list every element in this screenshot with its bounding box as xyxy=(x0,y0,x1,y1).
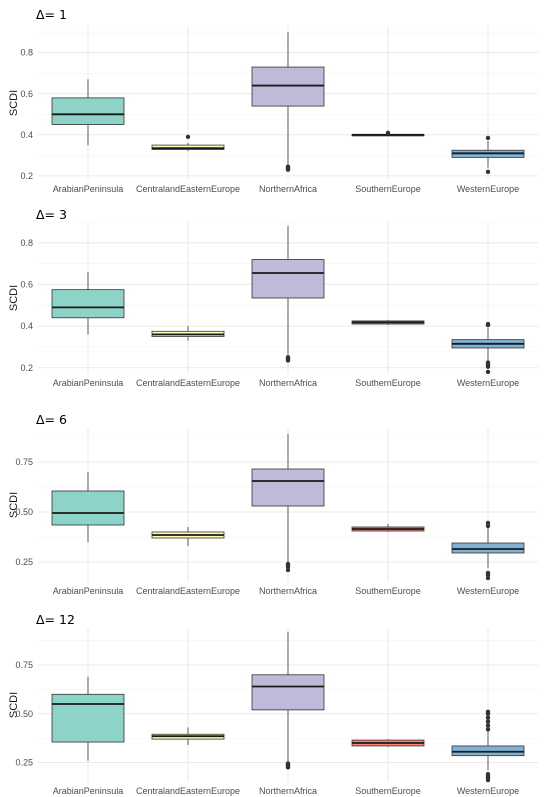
outlier-point xyxy=(485,723,491,728)
outlier-point xyxy=(485,321,491,327)
outlier-point xyxy=(485,570,491,576)
x-tick-label: NorthernAfrica xyxy=(259,586,317,596)
box-WesternEurope xyxy=(451,321,525,375)
panel-3: Δ= 6 SCDI 0.25 0.50 0.75 ArabianPeninsula Cent… xyxy=(8,412,538,596)
iqr-box xyxy=(51,693,125,743)
y-axis-label: SCDI xyxy=(8,692,20,718)
y-axis-label: SCDI xyxy=(8,90,20,116)
box-CentralandEasternEurope xyxy=(151,527,225,546)
iqr-box xyxy=(251,468,325,507)
box-ArabianPeninsula xyxy=(51,676,125,761)
box-CentralandEasternEurope xyxy=(151,134,225,152)
x-tick-label: ArabianPeninsula xyxy=(53,184,124,194)
y-tick-label: 0.25 xyxy=(15,758,33,768)
y-tick-label: 0.6 xyxy=(20,279,33,289)
y-tick-label: 0.8 xyxy=(20,48,33,58)
y-tick-label: 0.6 xyxy=(20,89,33,99)
iqr-box xyxy=(251,66,325,107)
iqr-box xyxy=(51,289,125,319)
outlier-point xyxy=(385,130,391,135)
x-tick-label: SouthernEurope xyxy=(355,786,421,796)
x-tick-label: CentralandEasternEurope xyxy=(136,786,240,796)
x-tick-label: WesternEurope xyxy=(457,586,519,596)
outlier-point xyxy=(485,719,491,724)
box-NorthernAfrica xyxy=(251,631,325,770)
box-SouthernEurope xyxy=(351,130,425,137)
x-tick-label: NorthernAfrica xyxy=(259,378,317,388)
y-tick-label: 0.2 xyxy=(20,171,33,181)
outlier-point xyxy=(485,360,491,365)
outlier-point xyxy=(485,727,491,732)
panel-title: Δ= 1 xyxy=(36,7,67,22)
y-tick-label: 0.75 xyxy=(15,660,33,670)
x-tick-label: SouthernEurope xyxy=(355,184,421,194)
panel-2: Δ= 3 SCDI 0.2 0.4 0.6 0.8 ArabianPeninsula Cent… xyxy=(8,207,538,388)
iqr-box xyxy=(451,542,525,554)
box-NorthernAfrica xyxy=(251,32,325,172)
panel-title: Δ= 3 xyxy=(36,207,67,222)
iqr-box xyxy=(251,259,325,299)
panel-title: Δ= 12 xyxy=(36,612,75,627)
x-tick-label: CentralandEasternEurope xyxy=(136,586,240,596)
outlier-point xyxy=(485,772,491,777)
y-axis-label: SCDI xyxy=(8,492,20,518)
x-tick-label: ArabianPeninsula xyxy=(53,786,124,796)
box-NorthernAfrica xyxy=(251,226,325,363)
box-WesternEurope xyxy=(451,520,525,581)
x-tick-label: CentralandEasternEurope xyxy=(136,378,240,388)
x-tick-label: SouthernEurope xyxy=(355,586,421,596)
outlier-point xyxy=(485,169,491,174)
y-tick-label: 0.75 xyxy=(15,457,33,467)
box-SouthernEurope xyxy=(351,319,425,326)
iqr-box xyxy=(251,674,325,711)
panel-1: Δ= 1 SCDI 0.2 0.4 0.6 0.8 ArabianPeninsula Cent… xyxy=(8,7,538,194)
iqr-box xyxy=(451,745,525,757)
box-WesternEurope xyxy=(451,709,525,783)
box-WesternEurope xyxy=(451,135,525,174)
outlier-point xyxy=(485,135,491,141)
y-axis-label: SCDI xyxy=(8,285,20,311)
box-CentralandEasternEurope xyxy=(151,326,225,341)
outlier-point xyxy=(185,134,191,140)
panel-4: Δ= 12 SCDI 0.25 0.50 0.75 ArabianPeninsula Cen… xyxy=(8,612,538,796)
panel-title: Δ= 6 xyxy=(36,412,67,427)
box-NorthernAfrica xyxy=(251,434,325,573)
y-tick-label: 0.8 xyxy=(20,238,33,248)
x-tick-label: WesternEurope xyxy=(457,378,519,388)
box-ArabianPeninsula xyxy=(51,79,125,146)
y-tick-label: 0.4 xyxy=(20,321,33,331)
x-tick-label: WesternEurope xyxy=(457,786,519,796)
x-tick-label: SouthernEurope xyxy=(355,378,421,388)
outlier-point xyxy=(285,561,291,567)
box-SouthernEurope xyxy=(351,524,425,532)
x-tick-label: WesternEurope xyxy=(457,184,519,194)
box-ArabianPeninsula xyxy=(51,271,125,335)
box-ArabianPeninsula xyxy=(51,472,125,542)
outlier-point xyxy=(285,761,291,766)
y-tick-label: 0.50 xyxy=(15,507,33,517)
outlier-point xyxy=(485,520,491,526)
x-tick-label: ArabianPeninsula xyxy=(53,378,124,388)
x-tick-label: ArabianPeninsula xyxy=(53,586,124,596)
iqr-box xyxy=(51,490,125,526)
y-tick-label: 0.2 xyxy=(20,363,33,373)
y-tick-label: 0.25 xyxy=(15,557,33,567)
outlier-point xyxy=(485,715,491,720)
x-tick-label: NorthernAfrica xyxy=(259,184,317,194)
box-SouthernEurope xyxy=(351,739,425,747)
outlier-point xyxy=(285,355,291,360)
y-tick-label: 0.50 xyxy=(15,709,33,719)
outlier-point xyxy=(285,164,291,169)
outlier-point xyxy=(485,369,491,375)
outlier-point xyxy=(485,709,491,715)
y-tick-label: 0.4 xyxy=(20,130,33,140)
x-tick-label: CentralandEasternEurope xyxy=(136,184,240,194)
x-tick-label: NorthernAfrica xyxy=(259,786,317,796)
box-CentralandEasternEurope xyxy=(151,727,225,745)
iqr-box xyxy=(51,97,125,125)
